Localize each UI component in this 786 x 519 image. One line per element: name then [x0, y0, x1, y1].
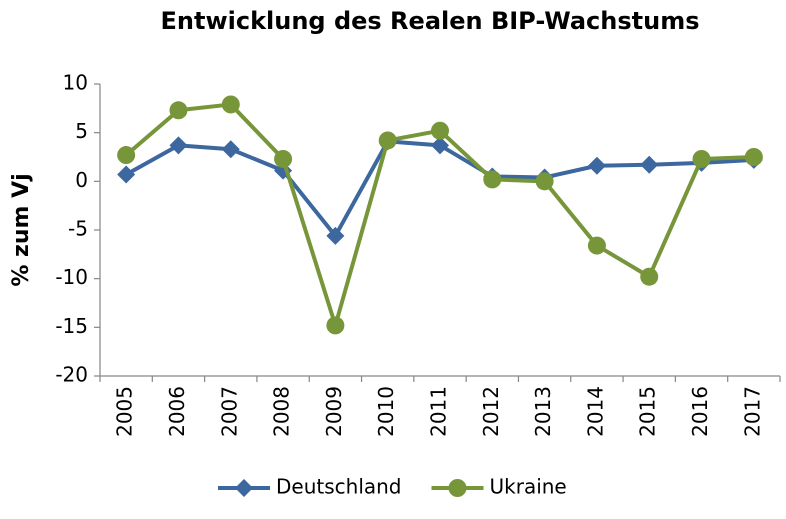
x-tick-label: 2016	[688, 386, 712, 437]
marker	[640, 267, 659, 286]
x-tick-label: 2014	[583, 386, 607, 437]
marker	[169, 101, 188, 120]
y-tick-label: 0	[75, 168, 88, 192]
series	[117, 132, 763, 245]
y-tick-label: -10	[55, 265, 88, 289]
legend-marker	[448, 479, 467, 497]
y-tick-label: -5	[68, 217, 88, 241]
marker	[221, 140, 240, 159]
x-tick-label: 2010	[374, 386, 398, 437]
marker	[169, 136, 188, 155]
marker	[640, 155, 659, 174]
legend-label: Deutschland	[276, 475, 402, 499]
marker	[483, 170, 502, 189]
x-tick-label: 2015	[636, 386, 660, 437]
marker	[744, 148, 763, 166]
series-line	[125, 139, 754, 238]
marker	[535, 172, 554, 191]
legend-label: Ukraine	[490, 475, 567, 499]
y-tick-label: -20	[55, 363, 88, 387]
marker	[326, 226, 345, 245]
x-tick-label: 2013	[531, 386, 555, 437]
y-axis-label: % zum Vj	[9, 173, 34, 286]
x-tick-label: 2017	[740, 386, 764, 437]
series	[117, 95, 763, 335]
x-tick-label: 2006	[165, 386, 189, 437]
legend-marker	[235, 479, 253, 497]
x-tick-label: 2007	[217, 386, 241, 437]
x-tick-label: 2005	[113, 386, 137, 437]
marker	[326, 316, 345, 335]
x-tick-label: 2012	[479, 386, 503, 437]
marker	[274, 149, 293, 168]
marker	[587, 156, 606, 175]
marker	[692, 149, 711, 168]
marker	[117, 165, 136, 184]
marker	[431, 121, 449, 140]
chart-title: Entwicklung des Realen BIP-Wachstums	[160, 7, 699, 35]
marker	[431, 136, 449, 155]
marker	[587, 236, 606, 255]
marker	[378, 131, 397, 150]
x-tick-label: 2008	[270, 386, 294, 437]
y-tick-label: 10	[63, 71, 88, 95]
marker	[221, 95, 240, 114]
marker	[117, 146, 136, 165]
x-tick-label: 2009	[322, 386, 346, 437]
x-tick-label: 2011	[427, 386, 451, 437]
y-tick-label: 5	[75, 119, 88, 143]
y-tick-label: -15	[55, 314, 88, 338]
